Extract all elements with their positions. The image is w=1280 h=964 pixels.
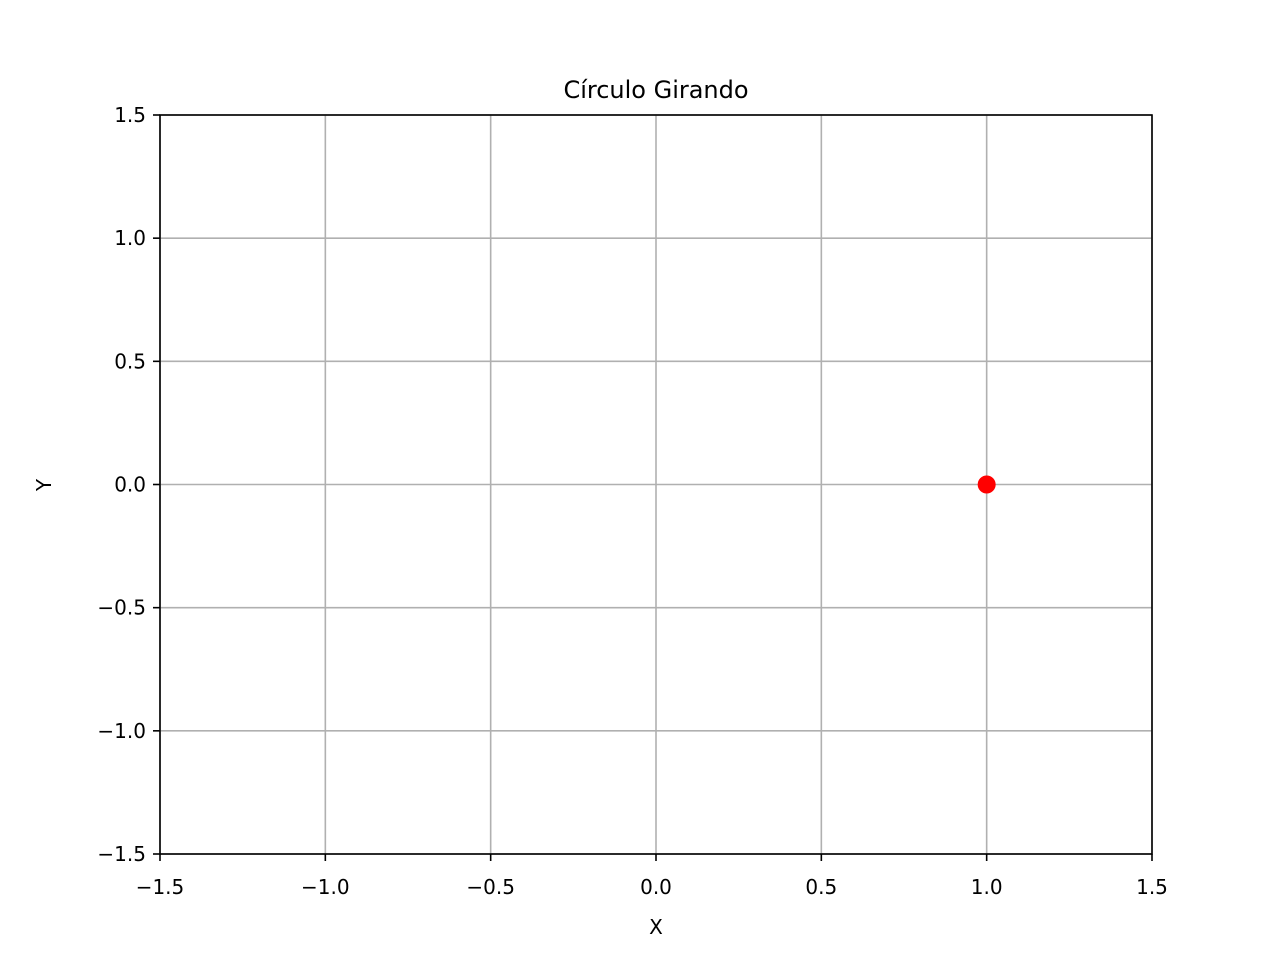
axis-ticks: −1.5 −1.0 −0.5 0.0 0.5 1.0 1.5 −1.5 −1.0 −0.5 0.0 0… — [97, 103, 1167, 899]
y-tick-label: 0.5 — [114, 349, 146, 373]
y-axis-label: Y — [32, 478, 56, 492]
x-tick-label: −1.5 — [136, 875, 185, 899]
y-tick-label: −1.0 — [97, 719, 146, 743]
y-tick-label: −0.5 — [97, 596, 146, 620]
x-tick-label: 0.5 — [805, 875, 837, 899]
x-tick-label: 1.0 — [971, 875, 1003, 899]
y-tick-label: 1.0 — [114, 226, 146, 250]
x-tick-label: −1.0 — [301, 875, 350, 899]
y-tick-label: 1.5 — [114, 103, 146, 127]
x-tick-label: 0.0 — [640, 875, 672, 899]
x-tick-label: 1.5 — [1136, 875, 1168, 899]
x-axis-label: X — [649, 915, 663, 939]
x-tick-label: −0.5 — [466, 875, 515, 899]
y-tick-label: −1.5 — [97, 842, 146, 866]
chart-title: Círculo Girando — [563, 76, 748, 104]
data-point — [977, 475, 996, 494]
data-series — [977, 475, 996, 494]
y-tick-label: 0.0 — [114, 473, 146, 497]
